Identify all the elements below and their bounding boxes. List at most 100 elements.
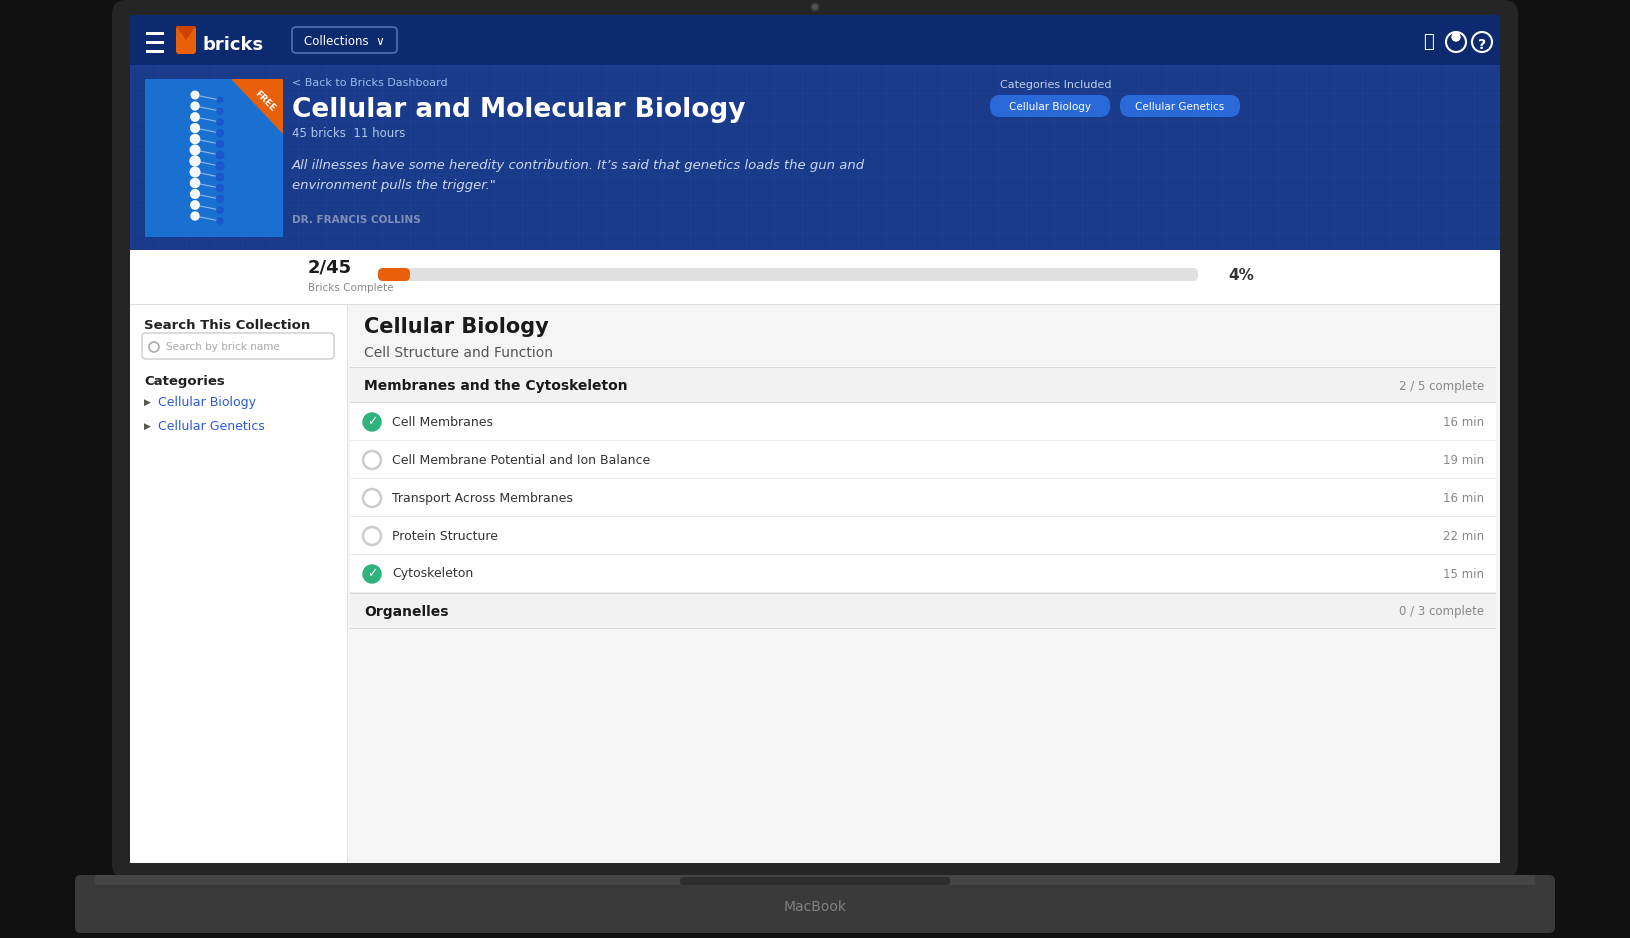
Bar [350,516,1496,517]
Circle shape [217,218,223,224]
Bar [130,15,1500,65]
Circle shape [217,108,223,114]
Circle shape [191,201,199,209]
Text: 45 bricks  11 hours: 45 bricks 11 hours [292,127,406,140]
Text: Organelles: Organelles [363,605,448,619]
Bar [350,367,1496,403]
Circle shape [363,565,381,583]
Bar [350,592,1496,593]
Text: MacBook: MacBook [784,900,846,914]
Text: 19 min: 19 min [1443,453,1483,466]
Text: ▶: ▶ [143,398,152,406]
Text: 15 min: 15 min [1443,567,1483,581]
Bar [130,304,1500,305]
Text: Membranes and the Cytoskeleton: Membranes and the Cytoskeleton [363,379,628,393]
Bar [130,305,1500,863]
FancyBboxPatch shape [378,268,1198,281]
Text: Search This Collection: Search This Collection [143,319,310,331]
Circle shape [217,162,223,170]
Circle shape [217,129,223,136]
Text: 2/45: 2/45 [308,258,352,276]
Text: ?: ? [1478,38,1487,52]
Circle shape [217,174,223,181]
Text: Cellular Biology: Cellular Biology [158,396,256,409]
Bar [350,555,1496,593]
Circle shape [217,98,223,103]
Text: All illnesses have some heredity contribution. It’s said that genetics loads the: All illnesses have some heredity contrib… [292,159,866,172]
Circle shape [363,413,381,431]
Bar [350,554,1496,555]
Text: Collections  ∨: Collections ∨ [303,35,385,48]
Circle shape [217,151,223,159]
Bar [350,478,1496,479]
Bar [95,875,1535,885]
Circle shape [217,141,223,147]
Circle shape [813,5,817,9]
Text: Search by brick name: Search by brick name [166,342,280,352]
Text: Protein Structure: Protein Structure [391,529,499,542]
Bar [350,440,1496,441]
Text: DR. FRANCIS COLLINS: DR. FRANCIS COLLINS [292,215,421,225]
Circle shape [191,102,199,110]
Bar [350,593,1496,629]
Circle shape [217,196,223,203]
Bar [147,41,165,43]
Text: Cell Structure and Function: Cell Structure and Function [363,346,553,360]
Text: Cytoskeleton: Cytoskeleton [391,567,473,581]
Text: ▶: ▶ [143,421,152,431]
Circle shape [191,113,199,121]
Circle shape [191,91,199,98]
Circle shape [191,212,199,220]
Text: environment pulls the trigger.": environment pulls the trigger." [292,178,496,191]
Bar [350,628,1496,629]
FancyBboxPatch shape [176,26,196,54]
Circle shape [191,124,199,132]
Bar [130,250,1500,305]
Circle shape [1452,33,1460,41]
Circle shape [191,178,199,188]
Circle shape [191,145,200,155]
Text: bricks: bricks [202,36,262,54]
Polygon shape [231,79,284,134]
Text: Bricks Complete: Bricks Complete [308,283,393,293]
Circle shape [217,206,223,213]
Bar [147,50,165,53]
Text: Cellular Biology: Cellular Biology [363,317,549,337]
FancyBboxPatch shape [680,877,950,885]
Bar [350,479,1496,517]
Text: Search by brick name: Search by brick name [166,342,280,352]
Circle shape [191,156,200,166]
Text: Transport Across Membranes: Transport Across Membranes [391,492,572,505]
Circle shape [812,3,818,11]
Text: Cellular Genetics: Cellular Genetics [1136,102,1224,112]
Bar [350,517,1496,555]
Circle shape [191,189,199,199]
Text: Cell Membrane Potential and Ion Balance: Cell Membrane Potential and Ion Balance [391,453,650,466]
Text: 16 min: 16 min [1443,492,1483,505]
Bar [350,367,1496,368]
Text: Cellular Genetics: Cellular Genetics [158,419,264,432]
Bar [350,403,1496,441]
Bar [130,65,1500,250]
Text: 0 / 3 complete: 0 / 3 complete [1399,606,1483,618]
Circle shape [191,134,199,144]
FancyBboxPatch shape [142,333,334,359]
Bar [350,402,1496,403]
Bar [350,441,1496,479]
Circle shape [217,185,223,191]
Text: 4%: 4% [1227,267,1253,282]
FancyBboxPatch shape [1120,95,1240,117]
Text: Cellular Biology: Cellular Biology [1009,102,1090,112]
FancyBboxPatch shape [75,875,1555,933]
Text: 22 min: 22 min [1443,529,1483,542]
FancyBboxPatch shape [989,95,1110,117]
Text: Cell Membranes: Cell Membranes [391,416,492,429]
FancyBboxPatch shape [378,268,411,281]
Bar [350,593,1496,594]
Circle shape [191,167,200,176]
Text: Categories: Categories [143,374,225,387]
Text: < Back to Bricks Dashboard: < Back to Bricks Dashboard [292,78,448,88]
Bar [147,32,165,35]
Text: 2 / 5 complete: 2 / 5 complete [1399,380,1483,392]
Text: ⌕: ⌕ [1423,33,1433,51]
